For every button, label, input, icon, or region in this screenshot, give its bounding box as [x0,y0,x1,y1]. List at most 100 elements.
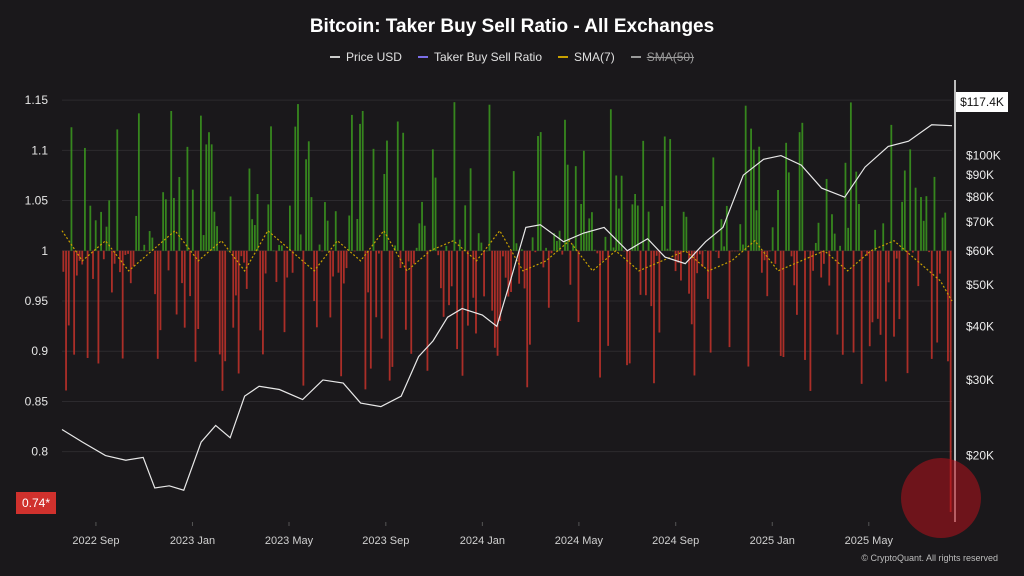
price-tick-label: $20K [966,449,994,463]
ratio-bar [658,250,661,333]
ratio-bar [572,244,574,251]
ratio-bar [456,250,459,350]
ratio-bar [941,217,944,251]
legend-item-ratio[interactable]: Taker Buy Sell Ratio [417,50,542,64]
x-tick-label: 2024 Sep [652,535,699,547]
ratio-bar [893,250,895,337]
ratio-bar [591,212,593,251]
ratio-bar [477,233,480,251]
ratio-bar [480,242,483,251]
ratio-bar [113,250,116,264]
ratio-bar [391,250,394,367]
price-line [61,124,953,491]
ratio-bar [226,250,229,252]
ratio-bar [337,250,340,273]
ratio-bar [499,250,502,322]
ratio-bar [766,250,769,297]
ratio-bar [739,224,742,251]
ratio-bar [685,216,688,251]
ratio-bar [933,176,936,251]
ratio-bar [510,250,512,292]
ratio-bar [782,250,785,357]
ratio-bar [191,189,194,251]
ratio-bar [704,250,707,251]
ratio-bar [879,250,882,335]
ratio-bar [553,233,556,251]
ratio-bar [839,245,841,251]
ratio-bar [445,245,448,251]
ratio-bar [137,113,140,251]
ratio-bar [216,226,218,251]
legend-swatch-ratio [417,56,428,58]
ratio-bar [650,250,653,307]
legend-label-sma7: SMA(7) [574,50,615,64]
ratio-bar [712,157,715,251]
ratio-bar [302,250,305,386]
ratio-bar [636,205,639,251]
ratio-bar [248,168,251,251]
legend-item-sma7[interactable]: SMA(7) [558,50,615,64]
ratio-bar [334,211,337,251]
ratio-bar [529,250,531,345]
ratio-bar [345,250,348,269]
ratio-bar [755,210,758,251]
ratio-bar [930,250,933,359]
ratio-bar [947,250,949,362]
ratio-bar [383,173,386,251]
legend-item-sma50[interactable]: SMA(50) [630,50,694,64]
sma7-line [61,229,953,302]
ratio-bar [790,250,793,257]
price-tick-label: $60K [966,244,994,258]
ratio-bar [475,250,477,334]
price-tick-label: $80K [966,190,994,204]
y-tick-label: 1.15 [25,93,49,107]
legend-label-price: Price USD [345,50,402,64]
ratio-bar [315,250,318,328]
ratio-bar [844,162,847,251]
ratio-bar [758,146,761,251]
ratio-bar [639,250,642,295]
ratio-bar [820,250,823,278]
ratio-bar [208,132,210,251]
ratio-bar [189,250,192,297]
highlight-circle [901,458,981,538]
ratio-bar [787,172,790,251]
ratio-bar [518,250,521,284]
ratio-bar [696,250,699,274]
ratio-bar [154,250,156,295]
ratio-bar [609,109,612,251]
ratio-bar [450,250,453,287]
ratio-bar [731,250,734,252]
y-tick-label: 0.95 [25,294,49,308]
ratio-bar [863,250,866,252]
price-tick-label: $30K [966,373,994,387]
ratio-bar [278,244,281,251]
ratio-bar [458,239,461,251]
ratio-bar [876,250,879,319]
legend-swatch-price [329,56,340,58]
ratio-bar [245,250,248,289]
ratio-bar [777,190,779,251]
x-tick-label: 2024 May [555,535,604,547]
ratio-bar [866,250,868,256]
ratio-bar [779,250,782,356]
ratio-bar [688,250,690,294]
ratio-bar [469,168,472,251]
ratio-bar [736,250,739,252]
ratio-bar [515,243,518,251]
ratio-bar [413,250,415,264]
ratio-bar [631,204,634,251]
ratio-bar [885,250,887,382]
ratio-bar [796,250,798,315]
ratio-bar [769,250,771,252]
ratio-bar [771,227,774,251]
ratio-bar [369,250,372,369]
ratio-bar [596,250,599,254]
legend-item-price[interactable]: Price USD [329,50,402,64]
ratio-bar [418,223,421,251]
ratio-bar [618,208,620,251]
ratio-bar [623,250,626,252]
ratio-bar [102,250,105,260]
ratio-bar [890,124,893,251]
ratio-bar [801,122,804,251]
